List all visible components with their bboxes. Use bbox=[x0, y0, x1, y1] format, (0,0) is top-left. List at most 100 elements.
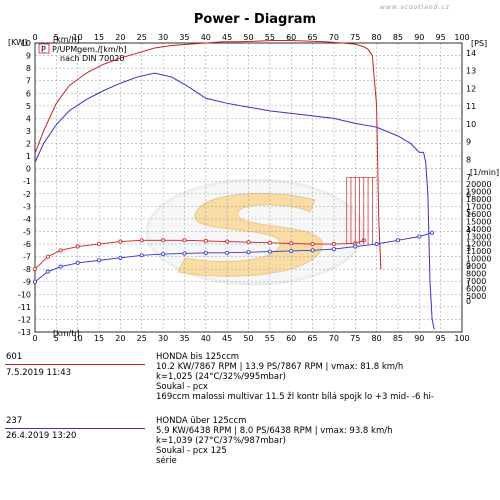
run-1-color-line bbox=[5, 364, 145, 365]
run-2-id: 237 bbox=[6, 416, 23, 426]
left-tick-label: -8 bbox=[23, 265, 31, 274]
x-tick-label-top: 85 bbox=[393, 33, 403, 42]
power-curve-1 bbox=[34, 39, 382, 270]
ps-tick-label: 10 bbox=[466, 120, 476, 129]
left-tick-label: -9 bbox=[23, 278, 31, 287]
rpm-point-1 bbox=[289, 241, 294, 246]
x-tick-label-top: 45 bbox=[222, 33, 232, 42]
rpm-tick-label: 18000 bbox=[466, 195, 491, 204]
rpm-point-1 bbox=[139, 238, 144, 243]
run-2-line-2: 5.9 KW/6438 RPM | 8.0 PS/6438 RPM | vmax… bbox=[156, 426, 393, 436]
x-tick-label-bottom: 20 bbox=[115, 334, 125, 343]
legend-marker-box bbox=[38, 43, 50, 54]
x-tick-label-bottom: 30 bbox=[158, 334, 168, 343]
rpm-point-1 bbox=[331, 242, 336, 247]
rpm-tick-label: 11000 bbox=[466, 247, 491, 256]
x-tick-label-top: 0 bbox=[32, 33, 37, 42]
left-tick-label: 7 bbox=[26, 77, 31, 86]
x-axis-ticks: 0055101015152020252530303535404045455050… bbox=[32, 33, 469, 343]
x-tick-label-bottom: 75 bbox=[350, 334, 360, 343]
x-tick-label-top: 95 bbox=[436, 33, 446, 42]
rpm-point-2 bbox=[182, 251, 187, 256]
x-tick-label-top: 40 bbox=[201, 33, 211, 42]
left-tick-label: -4 bbox=[23, 215, 31, 224]
x-tick-label-bottom: 0 bbox=[32, 334, 37, 343]
chart-title: Power - Diagram bbox=[194, 12, 316, 27]
x-tick-label-top: 15 bbox=[94, 33, 104, 42]
rpm-point-1 bbox=[33, 267, 38, 272]
rpm-point-2 bbox=[139, 253, 144, 258]
rpm-tick-label: 9000 bbox=[466, 262, 486, 271]
rpm-point-2 bbox=[310, 248, 315, 253]
x-tick-label-top: 70 bbox=[329, 33, 339, 42]
left-tick-label: 9 bbox=[26, 52, 31, 61]
rpm-tick-label: 7000 bbox=[466, 277, 486, 286]
run-2-color-line bbox=[5, 428, 145, 429]
rpm-point-1 bbox=[75, 244, 80, 249]
scootland-logo-watermark bbox=[145, 178, 365, 286]
rpm-tick-label: 19000 bbox=[466, 187, 491, 196]
rpm-point-2 bbox=[33, 279, 38, 284]
ps-tick-label: 13 bbox=[466, 67, 476, 76]
rpm-point-2 bbox=[353, 244, 358, 249]
x-tick-label-bottom: 55 bbox=[265, 334, 275, 343]
rpm-point-2 bbox=[246, 250, 251, 255]
rpm-curve-1 bbox=[34, 239, 364, 270]
x-tick-label-top: 75 bbox=[350, 33, 360, 42]
left-axis-ticks: 109876543210-1-2-3-4-5-6-7-8-9-10-11-12-… bbox=[18, 39, 31, 337]
x-tick-label-top: 30 bbox=[158, 33, 168, 42]
left-tick-label: -3 bbox=[23, 202, 31, 211]
ps-tick-label: 11 bbox=[466, 102, 476, 111]
x-tick-label-bottom: 90 bbox=[414, 334, 424, 343]
rpm-point-1 bbox=[97, 242, 102, 247]
x-tick-label-top: 80 bbox=[372, 33, 382, 42]
watermark-text: www.scootland.cz bbox=[380, 4, 450, 11]
ps-tick-label: 2 bbox=[466, 262, 471, 271]
top-x-axis-unit: [km/h] bbox=[53, 35, 79, 44]
left-tick-label: -12 bbox=[18, 315, 31, 324]
run-1-id: 601 bbox=[6, 352, 23, 362]
rpm-tick-label: 12000 bbox=[466, 240, 491, 249]
ps-tick-label: 9 bbox=[466, 138, 471, 147]
x-tick-label-bottom: 10 bbox=[73, 334, 83, 343]
rpm-point-2 bbox=[58, 264, 63, 269]
x-tick-label-top: 10 bbox=[73, 33, 83, 42]
ps-tick-label: 8 bbox=[466, 155, 471, 164]
left-tick-label: 6 bbox=[26, 89, 31, 98]
run-1-line-3: k=1,025 (24°C/32%/995mbar) bbox=[156, 372, 286, 382]
x-tick-label-top: 100 bbox=[454, 33, 469, 42]
rpm-tick-label: 16000 bbox=[466, 210, 491, 219]
ps-tick-label: 14 bbox=[466, 49, 476, 58]
x-tick-label-bottom: 5 bbox=[54, 334, 59, 343]
ps-tick-label: 6 bbox=[466, 191, 471, 200]
left-tick-label: 3 bbox=[26, 127, 31, 136]
left-axis-unit: [KW] bbox=[8, 38, 27, 47]
rpm-point-2 bbox=[225, 250, 230, 255]
left-tick-label: 4 bbox=[26, 114, 31, 123]
x-tick-label-top: 65 bbox=[307, 33, 317, 42]
rpm-tick-label: 13000 bbox=[466, 232, 491, 241]
rpm-point-2 bbox=[45, 269, 50, 274]
x-tick-label-top: 35 bbox=[179, 33, 189, 42]
x-tick-label-bottom: 60 bbox=[286, 334, 296, 343]
right-axis-ticks: 1413121110987654321020000190001800017000… bbox=[466, 49, 491, 306]
rpm-point-1 bbox=[182, 238, 187, 243]
run-2-line-1: HONDA über 125ccm bbox=[156, 416, 247, 426]
left-tick-label: 5 bbox=[26, 102, 31, 111]
ps-tick-label: 12 bbox=[466, 84, 476, 93]
left-tick-label: -11 bbox=[18, 303, 31, 312]
rpm-point-2 bbox=[430, 230, 435, 235]
left-tick-label: -5 bbox=[23, 227, 31, 236]
rpm-point-1 bbox=[203, 238, 208, 243]
bottom-x-axis-unit: [km/h] bbox=[53, 329, 79, 338]
run-1-line-1: HONDA bis 125ccm bbox=[156, 352, 240, 362]
left-tick-label: 8 bbox=[26, 64, 31, 73]
legend-line-1: P/UPMgem./[km/h] bbox=[52, 45, 127, 54]
rpm-point-1 bbox=[246, 240, 251, 245]
left-tick-label: 1 bbox=[26, 152, 31, 161]
x-tick-label-bottom: 65 bbox=[307, 334, 317, 343]
rpm-point-1 bbox=[161, 238, 166, 243]
x-tick-label-top: 55 bbox=[265, 33, 275, 42]
rpm-point-2 bbox=[97, 258, 102, 263]
x-tick-label-bottom: 40 bbox=[201, 334, 211, 343]
